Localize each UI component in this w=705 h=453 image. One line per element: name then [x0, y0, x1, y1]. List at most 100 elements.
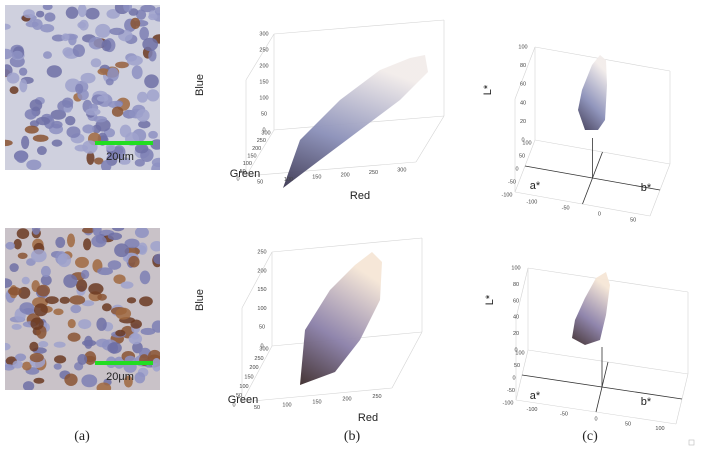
z-tick-label: 60	[520, 82, 526, 88]
caption: (b)	[344, 429, 361, 444]
cell	[100, 160, 112, 170]
corner-box	[688, 439, 695, 446]
x-tick-label: -100	[526, 407, 537, 413]
cell	[150, 241, 160, 252]
cell	[40, 24, 55, 33]
cell	[82, 124, 95, 134]
cell	[97, 293, 107, 301]
cell	[128, 333, 143, 345]
cell	[24, 109, 37, 120]
box-edge	[273, 19, 445, 35]
x-tick-label: 250	[369, 170, 378, 176]
box-edge	[241, 345, 273, 403]
z-tick-label: 150	[259, 79, 268, 85]
y-tick-label: 100	[522, 140, 531, 146]
z-tick-label: 100	[511, 265, 520, 271]
x-tick-label: 200	[342, 397, 351, 403]
cell	[137, 91, 148, 103]
cell	[148, 13, 158, 21]
cell	[81, 374, 98, 388]
cell	[33, 303, 48, 317]
cell	[142, 37, 159, 52]
point-cloud	[283, 55, 428, 188]
cell	[137, 242, 148, 255]
cell	[21, 135, 30, 150]
cell	[112, 145, 126, 159]
cell	[72, 44, 85, 57]
cell	[97, 68, 110, 75]
cell	[12, 360, 23, 369]
cell	[96, 317, 107, 331]
cell	[36, 284, 51, 297]
box-edge	[245, 129, 275, 177]
cell	[44, 12, 56, 22]
cell	[15, 353, 27, 362]
cell	[53, 341, 66, 348]
cell	[6, 72, 20, 84]
x-tick-label: 0	[598, 211, 601, 217]
y-tick-label: -100	[501, 192, 512, 198]
cell	[92, 228, 102, 237]
y-tick-label: 0	[512, 375, 515, 381]
y-tick-label: 300	[261, 130, 270, 136]
box-edge	[241, 251, 273, 309]
cell	[82, 140, 98, 154]
y-tick-label: -50	[508, 179, 516, 185]
cell	[80, 269, 90, 279]
cell	[93, 116, 107, 123]
z-axis-label: L*	[482, 84, 494, 95]
z-tick-label: 40	[520, 100, 526, 106]
z-tick-label: 0	[262, 127, 265, 133]
cell	[140, 5, 156, 13]
z-tick-label: 0	[514, 347, 517, 353]
z-tick-label: 250	[259, 47, 268, 53]
z-axis-label: L*	[484, 294, 496, 305]
cell	[17, 252, 28, 259]
cell	[101, 303, 112, 312]
y-tick-label: 150	[247, 153, 256, 159]
cell	[134, 372, 146, 384]
cell	[135, 9, 147, 20]
z-tick-label: 250	[257, 249, 266, 255]
micrograph: 20μm	[5, 5, 160, 170]
cell	[50, 109, 67, 120]
cell	[43, 51, 52, 59]
cell	[81, 300, 95, 307]
box-edge	[391, 331, 423, 389]
cell	[153, 253, 160, 265]
cell	[112, 228, 125, 232]
cell	[88, 36, 104, 50]
cell	[83, 238, 92, 251]
cell	[21, 361, 32, 371]
cell	[62, 47, 74, 57]
point-cloud	[572, 272, 610, 345]
cell	[148, 130, 158, 139]
cell	[123, 375, 133, 388]
cell	[22, 381, 35, 390]
y-tick-label: 100	[239, 384, 248, 390]
cell	[85, 108, 101, 116]
z-tick-label: 0	[260, 343, 263, 349]
z-axis-label: Blue	[194, 74, 206, 96]
cell	[15, 150, 28, 164]
y-tick-label: 50	[240, 169, 246, 175]
x-tick-label: 50	[254, 405, 260, 411]
cell	[19, 79, 28, 93]
cell	[97, 267, 113, 276]
cell	[113, 274, 126, 284]
cell	[114, 243, 130, 258]
cell	[45, 296, 59, 305]
cell	[5, 342, 11, 351]
cell	[136, 109, 150, 122]
cell	[5, 48, 13, 60]
cell	[107, 342, 122, 354]
cell	[151, 162, 160, 170]
x-tick-label: 100	[655, 426, 664, 432]
cell	[94, 157, 104, 165]
cell	[139, 296, 153, 307]
z-tick-label: 40	[513, 315, 519, 321]
point-cloud	[578, 55, 607, 130]
cell	[123, 5, 133, 13]
cell	[107, 232, 123, 241]
